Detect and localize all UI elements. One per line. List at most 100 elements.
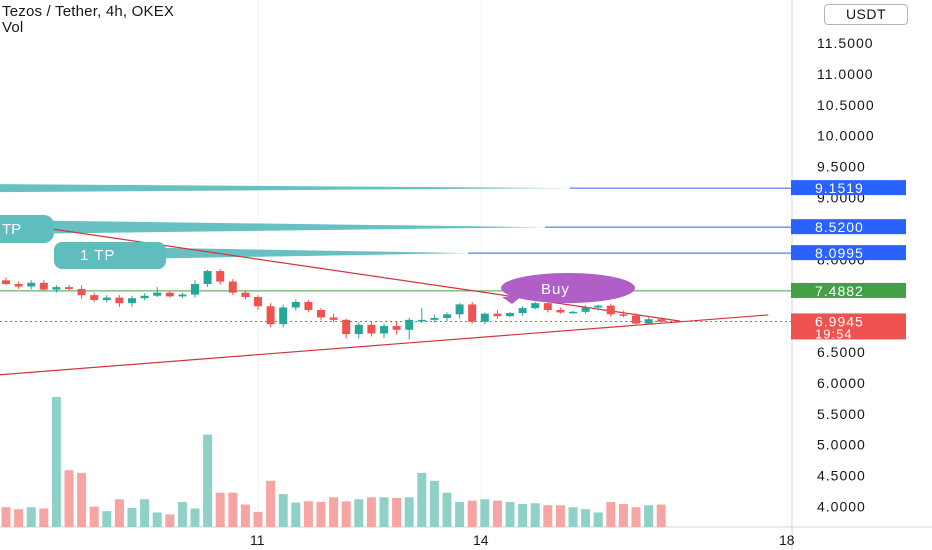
candle-body[interactable] bbox=[455, 304, 464, 315]
price-tag bbox=[791, 219, 906, 235]
price-tick-label: 5.5000 bbox=[817, 406, 866, 422]
volume-bar bbox=[203, 434, 213, 527]
candle-body[interactable] bbox=[380, 326, 388, 334]
volume-bar bbox=[480, 499, 490, 527]
volume-bar bbox=[102, 511, 112, 527]
candle-body[interactable] bbox=[115, 297, 124, 304]
target-callout bbox=[0, 184, 570, 193]
volume-bar bbox=[379, 497, 389, 527]
candle-body[interactable] bbox=[518, 308, 527, 314]
volume-bar bbox=[77, 472, 87, 527]
candle-body[interactable] bbox=[556, 309, 565, 313]
buy-label-bubble[interactable] bbox=[501, 273, 635, 303]
candle-body[interactable] bbox=[291, 301, 300, 308]
candle-body[interactable] bbox=[266, 306, 275, 325]
price-tag bbox=[791, 313, 906, 340]
candle-body[interactable] bbox=[27, 282, 36, 287]
volume-bar bbox=[266, 480, 276, 527]
price-tag-label: 7.4882 bbox=[815, 283, 864, 299]
price-tick-label: 11.5000 bbox=[817, 35, 874, 51]
candle-body[interactable] bbox=[304, 301, 313, 310]
candle-body[interactable] bbox=[191, 284, 199, 295]
candle-body[interactable] bbox=[329, 317, 338, 320]
volume-bar bbox=[631, 507, 641, 527]
volume-bar bbox=[240, 504, 250, 527]
candle-body[interactable] bbox=[14, 284, 23, 287]
candle-body[interactable] bbox=[317, 309, 325, 318]
time-tick-label: 14 bbox=[473, 532, 489, 548]
candle-body[interactable] bbox=[392, 326, 401, 330]
volume-bar bbox=[190, 508, 200, 527]
price-tag bbox=[791, 180, 906, 196]
candle-body[interactable] bbox=[581, 307, 590, 312]
volume-bar bbox=[354, 499, 364, 527]
volume-bar bbox=[341, 501, 351, 527]
candle-body[interactable] bbox=[90, 295, 99, 301]
volume-bar bbox=[492, 500, 502, 527]
candle-body[interactable] bbox=[569, 311, 577, 314]
volume-bar bbox=[644, 505, 654, 527]
volume-bar bbox=[278, 494, 288, 527]
tp-label-bubble-left[interactable] bbox=[0, 215, 54, 243]
candle-body[interactable] bbox=[140, 295, 149, 299]
candle-body[interactable] bbox=[531, 303, 540, 309]
candle-body[interactable] bbox=[632, 315, 640, 324]
candle-body[interactable] bbox=[342, 319, 351, 335]
price-tag-label: 9.1519 bbox=[815, 180, 864, 196]
tp-label-left-text: TP bbox=[2, 221, 21, 238]
volume-bar bbox=[518, 503, 528, 527]
candle-body[interactable] bbox=[254, 296, 262, 307]
candle-body[interactable] bbox=[178, 294, 187, 297]
candle-body[interactable] bbox=[644, 319, 653, 324]
volume-bar bbox=[215, 492, 225, 527]
volume-bar bbox=[140, 499, 150, 527]
candle-body[interactable] bbox=[405, 319, 414, 330]
candle-body[interactable] bbox=[417, 319, 426, 322]
candle-body[interactable] bbox=[203, 271, 212, 285]
volume-bar bbox=[152, 512, 162, 527]
candle-body[interactable] bbox=[52, 287, 61, 290]
tp-label-bubble-1[interactable] bbox=[54, 242, 166, 269]
volume-bar bbox=[404, 497, 414, 527]
candle-body[interactable] bbox=[77, 288, 86, 296]
price-tick-label: 5.0000 bbox=[817, 437, 866, 453]
candle-body[interactable] bbox=[506, 313, 514, 317]
trend-line bbox=[5, 221, 681, 322]
candle-body[interactable] bbox=[354, 324, 363, 335]
candle-body[interactable] bbox=[606, 305, 615, 315]
volume-bar bbox=[14, 509, 24, 527]
candle-body[interactable] bbox=[480, 313, 489, 322]
candle-body[interactable] bbox=[216, 271, 225, 282]
candle-body[interactable] bbox=[367, 324, 376, 334]
candle-body[interactable] bbox=[619, 314, 628, 316]
price-tag bbox=[791, 245, 906, 261]
price-tick-label: 9.5000 bbox=[817, 159, 866, 175]
candle-body[interactable] bbox=[128, 298, 136, 304]
candle-body[interactable] bbox=[102, 297, 111, 301]
buy-bubble-tail bbox=[502, 296, 522, 304]
volume-bar bbox=[618, 503, 628, 527]
candle-body[interactable] bbox=[279, 307, 288, 325]
volume-bar bbox=[467, 500, 477, 527]
candle-body[interactable] bbox=[443, 314, 451, 319]
candle-body[interactable] bbox=[165, 292, 174, 297]
price-tag-countdown: 19:54 bbox=[815, 326, 853, 341]
tp-label-1-text: 1 TP bbox=[80, 247, 115, 264]
candle-body[interactable] bbox=[430, 318, 439, 320]
candle-body[interactable] bbox=[228, 281, 237, 293]
candle-body[interactable] bbox=[594, 305, 603, 308]
candle-body[interactable] bbox=[241, 292, 250, 297]
currency-selector-button[interactable]: USDT bbox=[824, 4, 908, 25]
price-tag-label: 6.9945 bbox=[815, 313, 864, 329]
volume-bar bbox=[392, 497, 402, 527]
candle-body[interactable] bbox=[39, 282, 48, 290]
candle-body[interactable] bbox=[468, 304, 477, 322]
chart-title: Tezos / Tether, 4h, OKEX bbox=[2, 3, 175, 20]
candle-body[interactable] bbox=[2, 280, 10, 285]
candle-body[interactable] bbox=[657, 319, 666, 322]
candle-body[interactable] bbox=[543, 303, 552, 310]
candle-body[interactable] bbox=[493, 313, 502, 317]
candle-body[interactable] bbox=[153, 292, 162, 296]
candle-body[interactable] bbox=[65, 287, 73, 289]
